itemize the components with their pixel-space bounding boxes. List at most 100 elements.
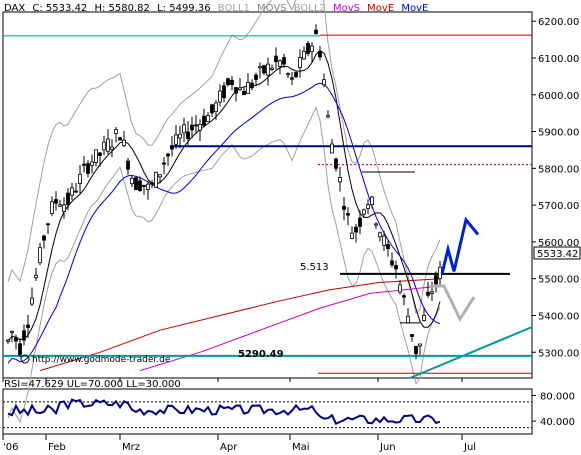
candle-body (390, 260, 394, 266)
candle-body (378, 232, 382, 238)
candle-body (30, 297, 34, 305)
url-label: http://www.godmode-trader.de (32, 355, 171, 365)
header-boll2: BOLL2 (294, 3, 326, 14)
candle-body (322, 79, 326, 86)
candle-body (150, 182, 154, 185)
candle-body (386, 244, 390, 249)
y-tick-label: 6100.00 (538, 54, 579, 65)
y-tick-label: 5900.00 (538, 128, 579, 139)
candle-body (306, 43, 310, 54)
candle-body (338, 177, 342, 183)
horizontal-levels (3, 34, 533, 379)
x-tick-label: Feb (48, 442, 66, 453)
y-tick-label: 5400.00 (538, 311, 579, 322)
rsi-tick-label: 80.000 (540, 391, 575, 402)
candle-body (418, 343, 422, 347)
header-boll1: BOLL1 (218, 3, 250, 14)
candle-body (126, 160, 130, 170)
x-tick-label: Mai (292, 442, 310, 453)
candle-body (34, 274, 38, 279)
candle-body (218, 90, 222, 103)
candle-body (366, 204, 370, 209)
candle-body (374, 223, 378, 226)
candle-body (90, 161, 94, 166)
candle-body (178, 133, 182, 139)
candle-body (234, 87, 238, 94)
ma-blue (7, 82, 441, 364)
candle-body (310, 45, 314, 52)
candle-body (118, 137, 122, 141)
forecast-bearish-path (430, 284, 476, 323)
candle-body (274, 55, 278, 63)
candle-body (346, 213, 350, 216)
rsi-series (7, 398, 441, 426)
candle-body (190, 124, 194, 131)
y-tick-label: 5800.00 (538, 164, 579, 175)
candle-body (362, 209, 366, 215)
candle-body (426, 291, 430, 296)
candle-body (330, 143, 334, 154)
header-low: L: 5499.36 (157, 3, 210, 14)
candle-body (402, 295, 406, 298)
rsi-line: 80.000 40.000 (3, 391, 575, 428)
candle-body (130, 177, 134, 185)
level-5290-label: 5290.49 (238, 349, 284, 360)
header-move-red: MovE (367, 3, 394, 14)
x-tick-label: Mrz (122, 442, 140, 453)
candle-body (154, 171, 158, 188)
rising-trendline (409, 326, 533, 379)
candle-body (46, 223, 50, 226)
candle-body (206, 115, 210, 123)
candle-body (158, 174, 162, 178)
candle-body (134, 177, 138, 191)
ma-red (39, 278, 441, 372)
candle-body (294, 72, 298, 78)
candle-body (74, 190, 78, 193)
bollinger-bands (7, 0, 441, 424)
candle-body (54, 199, 58, 204)
candle-body (66, 192, 70, 206)
candle-body (62, 204, 66, 212)
copyright-icon (20, 354, 30, 364)
candle-body (334, 158, 338, 169)
last-price-badge (533, 246, 581, 260)
y-tick-label: 6000.00 (538, 91, 579, 102)
y-tick-label: 5500.00 (538, 275, 579, 286)
candle-body (86, 163, 90, 174)
candle-body (434, 275, 438, 285)
header-movs-colored: MovS (333, 3, 360, 14)
candle-body (186, 131, 190, 140)
candle-body (238, 87, 242, 91)
candle-body (230, 79, 234, 86)
candle-body (10, 330, 14, 333)
candle-body (242, 90, 246, 96)
last-price-label: 5533.42 (537, 249, 578, 260)
y-tick-label: 5600.00 (538, 238, 579, 249)
candle-body (226, 78, 230, 86)
candle-body (142, 184, 146, 187)
y-tick-label: 5700.00 (538, 201, 579, 212)
candle-body (14, 337, 18, 342)
candle-body (342, 205, 346, 210)
candle-body (110, 146, 114, 150)
candle-body (370, 196, 374, 205)
candle-body (398, 284, 402, 293)
bollinger-upper (7, 0, 441, 315)
time-axis: '06 Feb Mrz Apr Mai Jun Jul (2, 378, 476, 453)
candle-body (170, 145, 174, 150)
forecast-paths (430, 216, 480, 323)
candle-body (422, 315, 426, 321)
candle-body (166, 153, 170, 157)
candle-body (162, 162, 166, 165)
candle-body (194, 124, 198, 127)
header-movs: MOVS (257, 3, 287, 14)
candle-body (222, 85, 226, 99)
candle-body (42, 235, 46, 241)
candle-body (246, 82, 250, 94)
candle-body (174, 134, 178, 145)
candle-body (182, 124, 186, 134)
level-5513-label: 5.513 (300, 262, 329, 273)
candle-body (98, 152, 102, 157)
y-tick-label: 6200.00 (538, 17, 579, 28)
